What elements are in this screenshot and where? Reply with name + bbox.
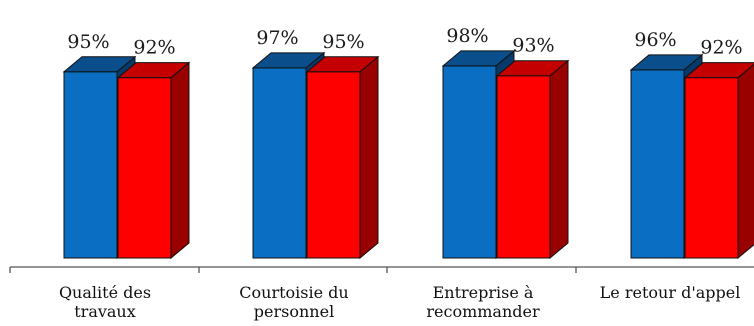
category-label-0-line-1: travaux [74,302,136,321]
bar-top-s1-g3 [683,62,754,79]
bar-side-s1-g2 [549,59,569,260]
value-label-s0-g2: 98% [446,25,488,47]
bar-top-s0-g2 [441,50,516,67]
bar-side-s1-g1 [359,55,379,260]
bar-front-s0-g3 [630,69,685,259]
value-label-s0-g1: 97% [256,27,298,49]
value-label-s0-g3: 96% [634,29,676,51]
bar-side-s1-g0 [170,61,190,260]
bar-front-s1-g0 [117,77,172,259]
value-label-s1-g1: 95% [322,31,364,53]
value-label-s1-g3: 92% [700,37,742,59]
value-labels: 95% 92% 97% 95% 98% 93% 96% 92% [67,25,742,59]
bar-front-s1-g3 [684,77,739,259]
category-label-1-line-0: Courtoisie du [239,283,348,302]
bar-top-s1-g1 [305,56,380,73]
bar-front-s0-g1 [252,67,307,259]
value-label-s0-g0: 95% [67,31,109,53]
bar-front-s0-g0 [63,71,118,259]
bar-top-s0-g0 [62,56,137,73]
x-axis [9,266,754,273]
bar-top-s1-g0 [116,62,191,79]
category-label-1-line-1: personnel [254,302,334,321]
bars-layer [62,49,754,260]
bar-side-s1-g3 [737,63,754,260]
bar-top-s0-g3 [629,54,704,71]
bar-front-s1-g2 [496,75,551,259]
category-label-2-line-1: recommander [426,302,540,321]
bar-front-s0-g2 [442,65,497,259]
bar-top-s1-g2 [495,60,570,77]
value-label-s1-g2: 93% [512,35,554,57]
category-label-2-line-0: Entreprise à [433,283,534,302]
category-label-3-line-0: Le retour d'appel [600,283,741,302]
category-label-0-line-0: Qualité des [59,283,151,302]
value-label-s1-g0: 92% [133,37,175,59]
bar-front-s1-g1 [306,71,361,259]
bar-top-s0-g1 [251,52,326,69]
